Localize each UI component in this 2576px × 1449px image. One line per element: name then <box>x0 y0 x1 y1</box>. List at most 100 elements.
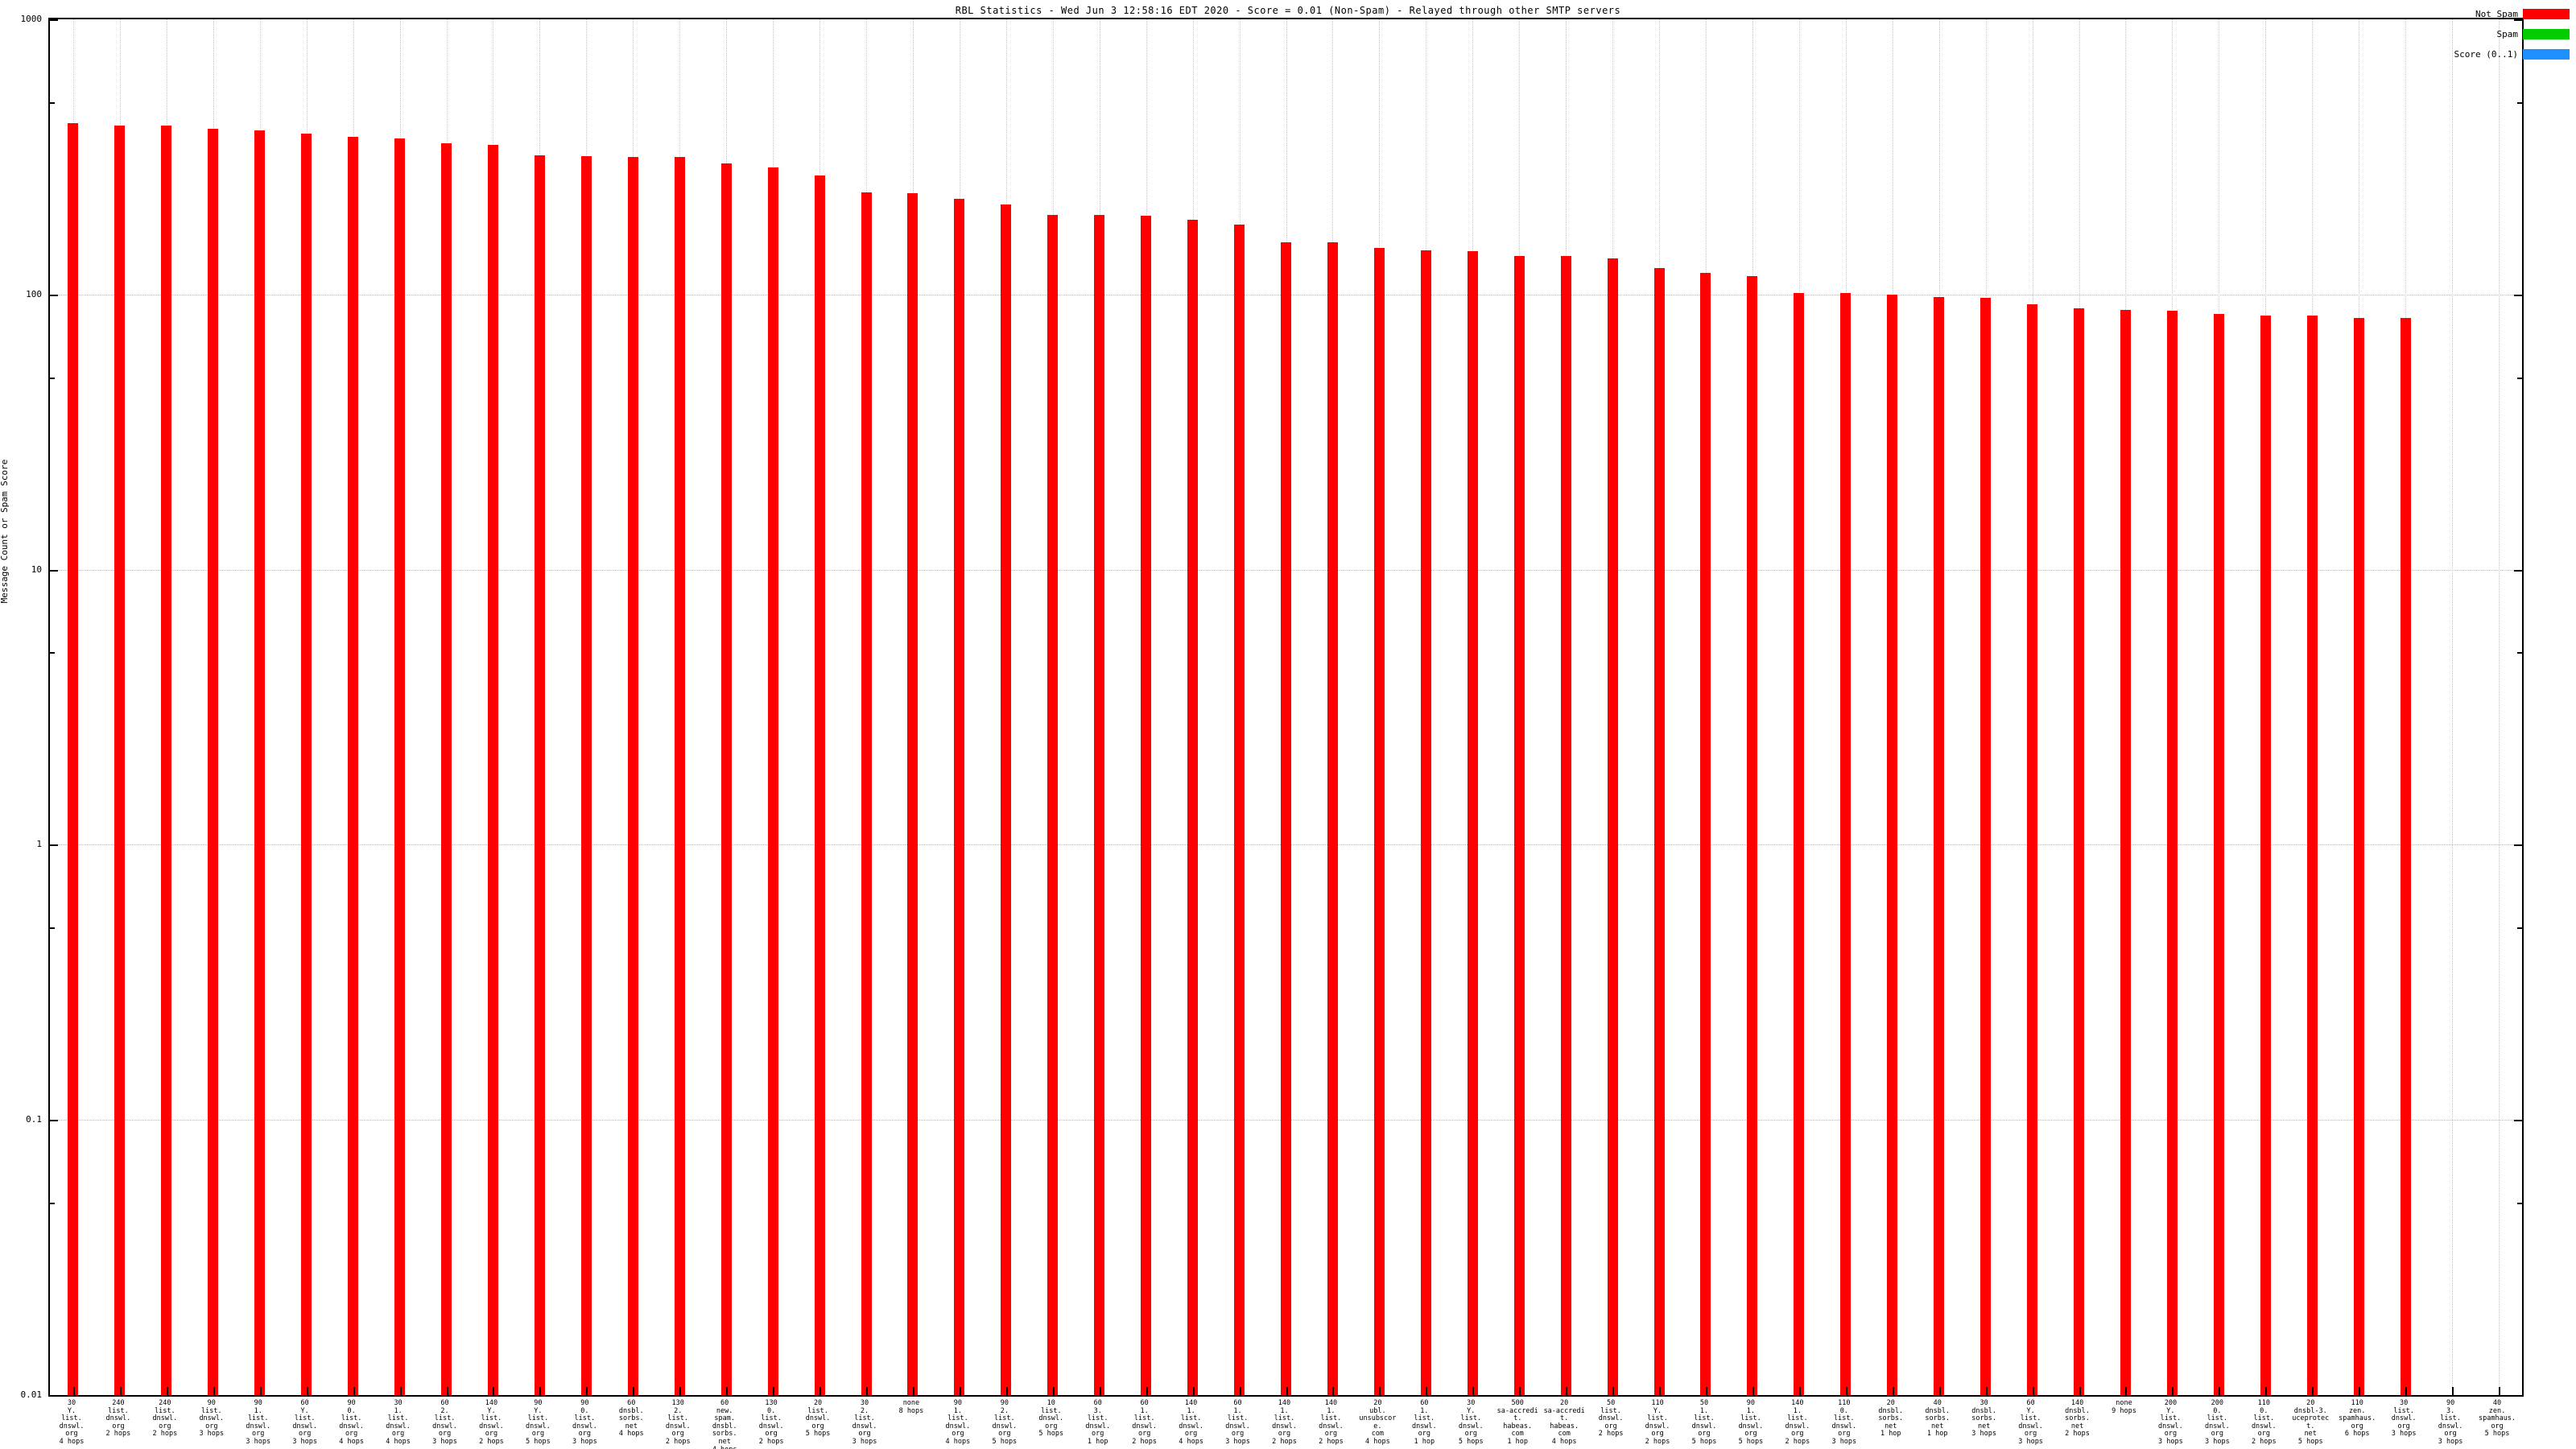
x-axis-tick <box>493 1387 495 1395</box>
legend-label: Spam <box>2496 28 2519 39</box>
x-axis-tick-label: none 9 hops <box>2112 1399 2136 1415</box>
x-axis-tick <box>166 1387 168 1395</box>
y-axis-minor-tick <box>48 377 55 379</box>
x-axis-tick-label: 110 0. list. dnswl. org 3 hops <box>1831 1399 1857 1446</box>
bar <box>1887 294 1898 1395</box>
x-axis-tick-label: 60 1. list. dnswl. org 2 hops <box>1132 1399 1158 1446</box>
x-axis-tick-label: 140 1. list. dnswl. org 4 hops <box>1179 1399 1203 1446</box>
bar <box>1281 242 1291 1395</box>
bar <box>441 142 452 1395</box>
bar <box>208 129 219 1395</box>
x-axis-tick-label: 20 list. dnswl. org 5 hops <box>805 1399 831 1439</box>
x-axis-tick <box>1938 1387 1941 1395</box>
y-axis-minor-tick <box>2517 927 2524 930</box>
x-axis-tick-label: 20 ubl. unsubscore. com 4 hops <box>1359 1399 1397 1446</box>
x-axis-tick <box>213 1387 215 1395</box>
y-axis-minor-tick <box>2517 377 2524 379</box>
y-axis-minor-tick <box>2517 652 2524 654</box>
y-axis-tick-label: 100 <box>26 288 42 299</box>
x-axis-tick <box>2172 1387 2174 1395</box>
y-axis-tick <box>48 1395 58 1397</box>
x-axis-tick <box>1845 1387 1847 1395</box>
x-axis-tick-label: 10 list. dnswl. org 5 hops <box>1038 1399 1064 1439</box>
legend-item: Spam <box>2368 28 2570 39</box>
x-axis-tick <box>119 1387 122 1395</box>
legend: Not Spam Spam Score (0..1) <box>2368 8 2570 68</box>
x-axis-tick <box>2219 1387 2221 1395</box>
bar <box>254 130 266 1395</box>
x-axis-tick-label: 20 sa-accredit. habeas. com 4 hops <box>1543 1399 1585 1446</box>
bar-series-not-spam <box>50 19 2522 1395</box>
bar <box>1980 298 1992 1395</box>
x-axis-tick-label: 60 Y. list. dnswl. org 3 hops <box>2018 1399 2043 1446</box>
x-axis-tick-label: 50 list. dnswl. org 2 hops <box>1598 1399 1624 1439</box>
x-axis-tick-label: 140 1. list. dnswl. org 2 hops <box>1319 1399 1344 1446</box>
x-axis-tick <box>586 1387 588 1395</box>
bar <box>2213 313 2224 1395</box>
bar <box>1700 272 1711 1395</box>
x-axis-tick-label: 40 zen. spamhaus. org 5 hops <box>2478 1399 2516 1439</box>
x-axis-tick-label: 40 dnsbl. sorbs. net 1 hop <box>1925 1399 1951 1439</box>
legend-swatch <box>2523 28 2570 39</box>
x-axis-tick <box>912 1387 914 1395</box>
x-axis-tick <box>259 1387 262 1395</box>
bar <box>1607 258 1618 1395</box>
x-axis-tick <box>1146 1387 1148 1395</box>
x-axis-tick-label: 130 0. list. dnswl. org 2 hops <box>758 1399 784 1446</box>
x-axis-tick <box>1005 1387 1008 1395</box>
x-axis-tick-label: 500 sa-accredit. habeas. com 1 hop <box>1496 1399 1538 1446</box>
x-axis-tick <box>819 1387 822 1395</box>
x-axis-tick-label: 90 0. list. dnswl. org 4 hops <box>339 1399 364 1446</box>
bar <box>2353 318 2364 1395</box>
x-axis-tick-label: 60 new. spam. dnsbl. sorbs. net 4 hops <box>712 1399 737 1449</box>
bar <box>861 192 872 1395</box>
x-axis-tick <box>1705 1387 1707 1395</box>
bar <box>487 144 498 1395</box>
x-axis-tick <box>633 1387 635 1395</box>
y-axis-minor-tick <box>48 652 55 654</box>
x-axis-tick <box>959 1387 961 1395</box>
y-axis-title: Message Count or Spam Score <box>0 459 10 604</box>
bar <box>1234 224 1245 1395</box>
x-axis-tick <box>726 1387 729 1395</box>
x-axis-tick-label: 90 0. list. dnswl. org 3 hops <box>572 1399 597 1446</box>
x-axis-tick-label: 200 Y. list. dnswl. org 3 hops <box>2158 1399 2183 1446</box>
x-axis-tick <box>1239 1387 1241 1395</box>
y-axis-minor-tick <box>48 927 55 930</box>
x-axis-tick <box>1472 1387 1475 1395</box>
x-axis-tick-label: 50 1. list. dnswl. org 5 hops <box>1691 1399 1717 1446</box>
bar <box>627 157 638 1395</box>
bar <box>580 156 592 1395</box>
x-axis-tick-label: 110 zen. spamhaus. org 6 hops <box>2339 1399 2376 1439</box>
y-axis-tick <box>2514 1120 2524 1122</box>
y-axis-tick-label: 0.01 <box>20 1389 43 1400</box>
x-axis-tick-label: 90 3. list. dnswl. org 3 hops <box>2438 1399 2463 1446</box>
x-axis-tick-label: 240 list. dnswl. org 2 hops <box>152 1399 178 1439</box>
y-axis-tick <box>2514 19 2524 21</box>
y-axis-tick <box>2514 569 2524 572</box>
legend-label: Not Spam <box>2475 8 2518 19</box>
x-axis-tick <box>399 1387 402 1395</box>
bar <box>767 167 778 1395</box>
x-axis-tick <box>539 1387 542 1395</box>
x-axis-tick-label: 30 Y. list. dnswl. org 5 hops <box>1458 1399 1484 1446</box>
y-axis-tick <box>48 569 58 572</box>
bar <box>2306 315 2318 1395</box>
x-axis-tick <box>773 1387 775 1395</box>
bar <box>2400 318 2411 1395</box>
bar <box>2027 304 2038 1395</box>
bar <box>1560 256 1571 1395</box>
bar <box>1187 219 1199 1395</box>
x-axis-tick <box>1332 1387 1335 1395</box>
y-axis-minor-tick <box>48 1203 55 1205</box>
bar <box>2166 311 2178 1395</box>
x-axis-tick-label: 30 1. list. dnswl. org 4 hops <box>386 1399 411 1446</box>
x-axis-tick <box>2079 1387 2081 1395</box>
x-axis-tick <box>1426 1387 1428 1395</box>
x-axis-tick-label: 60 1. list. dnswl. org 3 hops <box>1225 1399 1250 1446</box>
y-axis-tick <box>2514 1395 2524 1397</box>
bar <box>1934 296 1945 1395</box>
y-axis-tick <box>2514 844 2524 847</box>
x-axis-tick <box>1985 1387 1988 1395</box>
